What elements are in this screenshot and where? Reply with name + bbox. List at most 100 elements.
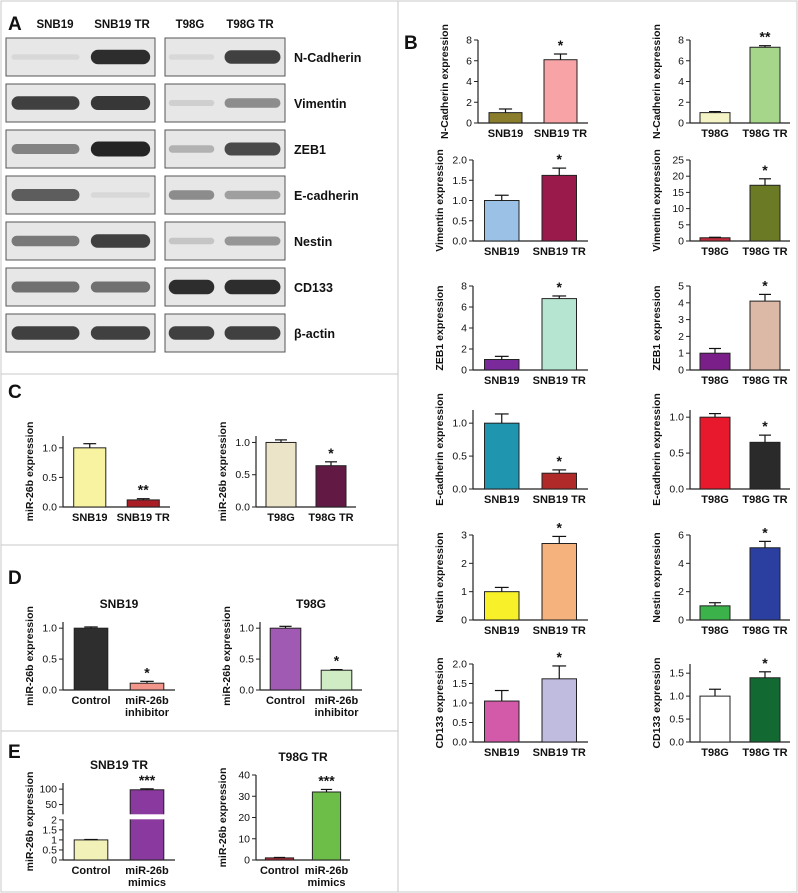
blot-band	[11, 235, 80, 247]
y-tick-label: 4	[461, 323, 467, 335]
bar	[311, 791, 342, 861]
bar	[749, 441, 781, 490]
y-tick-label: 4	[678, 297, 684, 309]
y-tick-label: 2.0	[452, 155, 467, 167]
y-tick-label: 0.0	[669, 484, 684, 496]
bar	[269, 627, 302, 691]
protein-label: E-cadherin	[294, 189, 359, 203]
y-tick-label: 1.5	[42, 824, 57, 836]
category-label: Control	[71, 695, 110, 707]
y-tick-label: 0.5	[235, 469, 250, 481]
blot-band	[90, 96, 151, 110]
category-label: SNB19	[484, 246, 519, 258]
blot-band	[90, 192, 151, 198]
significance-marker: *	[762, 655, 768, 671]
bar	[126, 499, 160, 508]
significance-marker: **	[138, 482, 149, 498]
significance-marker: *	[334, 653, 340, 669]
panel-label-B: B	[404, 33, 418, 54]
category-label: SNB19 TR	[533, 246, 586, 258]
y-tick-label: 1.0	[669, 691, 684, 703]
blot-band	[90, 326, 151, 340]
significance-marker: *	[558, 37, 564, 53]
bar	[73, 447, 107, 508]
y-tick-label: 20	[238, 812, 250, 824]
category-label: SNB19	[484, 625, 519, 637]
blot-band	[224, 279, 281, 295]
blot-band	[11, 54, 80, 60]
category-label: SNB19	[484, 375, 519, 387]
bar	[699, 237, 731, 242]
blot-band	[90, 141, 151, 157]
chart: 0 5 10 15 20 25 T98G * T98G TR Vimentin expressio…	[651, 149, 790, 258]
bar	[488, 112, 523, 124]
significance-marker: *	[557, 649, 563, 665]
chart: 0 2 4 6 8 SNB19 * SNB19 TR ZEB1 expression	[434, 279, 588, 387]
y-tick-label: 8	[466, 35, 472, 47]
bar	[749, 547, 781, 621]
bar-charts: 0 2 4 6 8 SNB19 * SNB19 TR N-Cadherin expression…	[24, 24, 790, 889]
y-tick-label: 0	[466, 118, 472, 130]
y-tick-label: 0.5	[452, 451, 467, 463]
y-tick-label: 0.0	[42, 685, 57, 697]
category-label: mimics	[308, 877, 346, 889]
y-tick-label: 2	[51, 814, 57, 826]
blot-column-label: T98G	[176, 19, 205, 31]
y-axis-label: Vimentin expression	[434, 149, 446, 252]
category-label: T98G TR	[742, 494, 787, 506]
blot-band	[168, 237, 215, 245]
y-tick-label: 0	[461, 365, 467, 377]
y-tick-label: 1.5	[452, 175, 467, 187]
y-axis-label: miR-26b expression	[24, 772, 36, 872]
y-tick-label: 2	[466, 97, 472, 109]
significance-marker: *	[557, 453, 563, 469]
bar	[484, 359, 520, 371]
bar	[699, 605, 731, 621]
y-axis-label: Nestin expression	[651, 532, 663, 622]
bar	[484, 591, 520, 621]
chart: 0.0 0.5 1.0 SNB19 ** SNB19 TR miR-26b expressi…	[24, 422, 170, 524]
y-axis-label: N-Cadherin expression	[651, 24, 663, 139]
bar	[541, 174, 577, 242]
y-tick-label: 1	[51, 834, 57, 846]
category-label: miR-26b	[125, 865, 169, 877]
blot-band	[90, 281, 151, 293]
category-label: SNB19	[488, 128, 523, 140]
y-tick-label: 5	[678, 281, 684, 293]
axis-break	[57, 814, 175, 820]
significance-marker: **	[760, 29, 771, 45]
y-tick-label: 0.5	[669, 714, 684, 726]
blot-band	[224, 190, 281, 200]
significance-marker: *	[762, 162, 768, 178]
category-label: T98G TR	[742, 128, 787, 140]
blot-band	[168, 100, 215, 106]
chart-title: T98G	[296, 597, 326, 611]
y-axis-label: Vimentin expression	[651, 149, 663, 252]
protein-label: Nestin	[294, 235, 332, 249]
y-tick-label: 0.0	[235, 502, 250, 514]
chart: 0.0 0.5 1.0 T98G * T98G TR miR-26b expression	[217, 422, 356, 524]
significance-marker: *	[762, 524, 768, 540]
chart: 0.0 0.5 1.0 T98G * T98G TR E-cadherin expressi…	[651, 393, 790, 506]
y-tick-label: 0.0	[669, 737, 684, 749]
category-label: T98G	[267, 512, 295, 524]
y-tick-label: 0.5	[42, 654, 57, 666]
bar	[749, 184, 781, 242]
category-label: SNB19 TR	[533, 494, 586, 506]
y-tick-label: 10	[672, 203, 684, 215]
y-tick-label: 2	[678, 97, 684, 109]
blot-band	[11, 281, 80, 293]
category-label: T98G	[701, 747, 729, 759]
category-label: Control	[266, 695, 305, 707]
bar	[484, 200, 520, 242]
category-label: SNB19 TR	[534, 128, 587, 140]
y-tick-label: 50	[45, 799, 57, 811]
bar	[541, 678, 577, 743]
y-tick-label: 2	[461, 344, 467, 356]
chart-title: SNB19 TR	[90, 758, 148, 772]
y-tick-label: 0.5	[239, 654, 254, 666]
significance-marker: ***	[318, 772, 335, 788]
category-label: T98G TR	[742, 625, 787, 637]
category-label: miR-26b	[125, 695, 169, 707]
